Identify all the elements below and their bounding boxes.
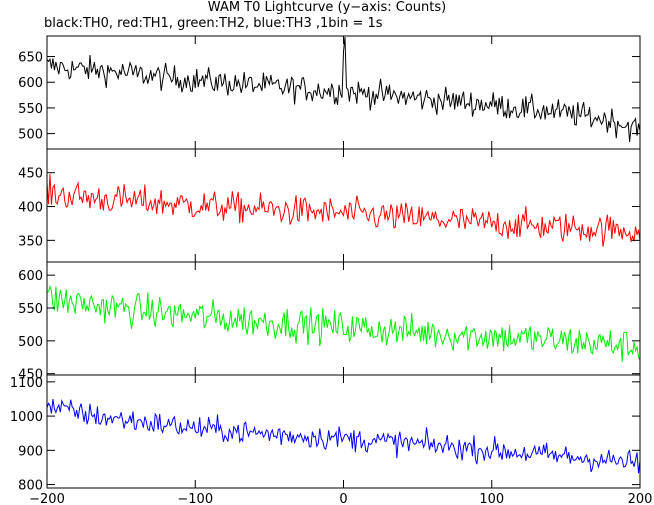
series-line-th0	[46, 36, 641, 142]
y-tick-label: 450	[18, 167, 43, 182]
y-tick-label: 550	[18, 302, 43, 317]
chart-subtitle: black:TH0, red:TH1, green:TH2, blue:TH3 …	[44, 16, 383, 31]
x-tick-label: −100	[177, 492, 213, 505]
x-tick-label: −200	[29, 492, 65, 505]
panel-frame-th2	[46, 261, 641, 376]
y-tick-label: 350	[18, 234, 43, 249]
y-tick-label: 500	[18, 335, 43, 350]
y-tick-label: 1000	[10, 410, 43, 425]
y-tick-label: 450	[18, 368, 43, 383]
chart-title: WAM T0 Lightcurve (y−axis: Counts)	[207, 0, 447, 15]
y-tick-label: 900	[18, 444, 43, 459]
x-tick-label: 200	[628, 492, 653, 505]
panel-frame-th1	[46, 148, 641, 263]
panel-frame-th3	[46, 374, 641, 489]
x-tick-label: 0	[339, 492, 347, 505]
y-tick-label: 600	[18, 76, 43, 91]
y-tick-label: 600	[18, 269, 43, 284]
y-tick-label: 800	[18, 479, 43, 494]
series-line-th3	[46, 398, 641, 474]
x-tick-label: 100	[479, 492, 504, 505]
series-line-th1	[46, 173, 641, 247]
y-tick-label: 1100	[10, 376, 43, 391]
y-tick-label: 400	[18, 201, 43, 216]
y-tick-label: 650	[18, 51, 43, 66]
y-tick-label: 550	[18, 102, 43, 117]
y-tick-label: 500	[18, 128, 43, 143]
series-line-th2	[46, 284, 641, 362]
